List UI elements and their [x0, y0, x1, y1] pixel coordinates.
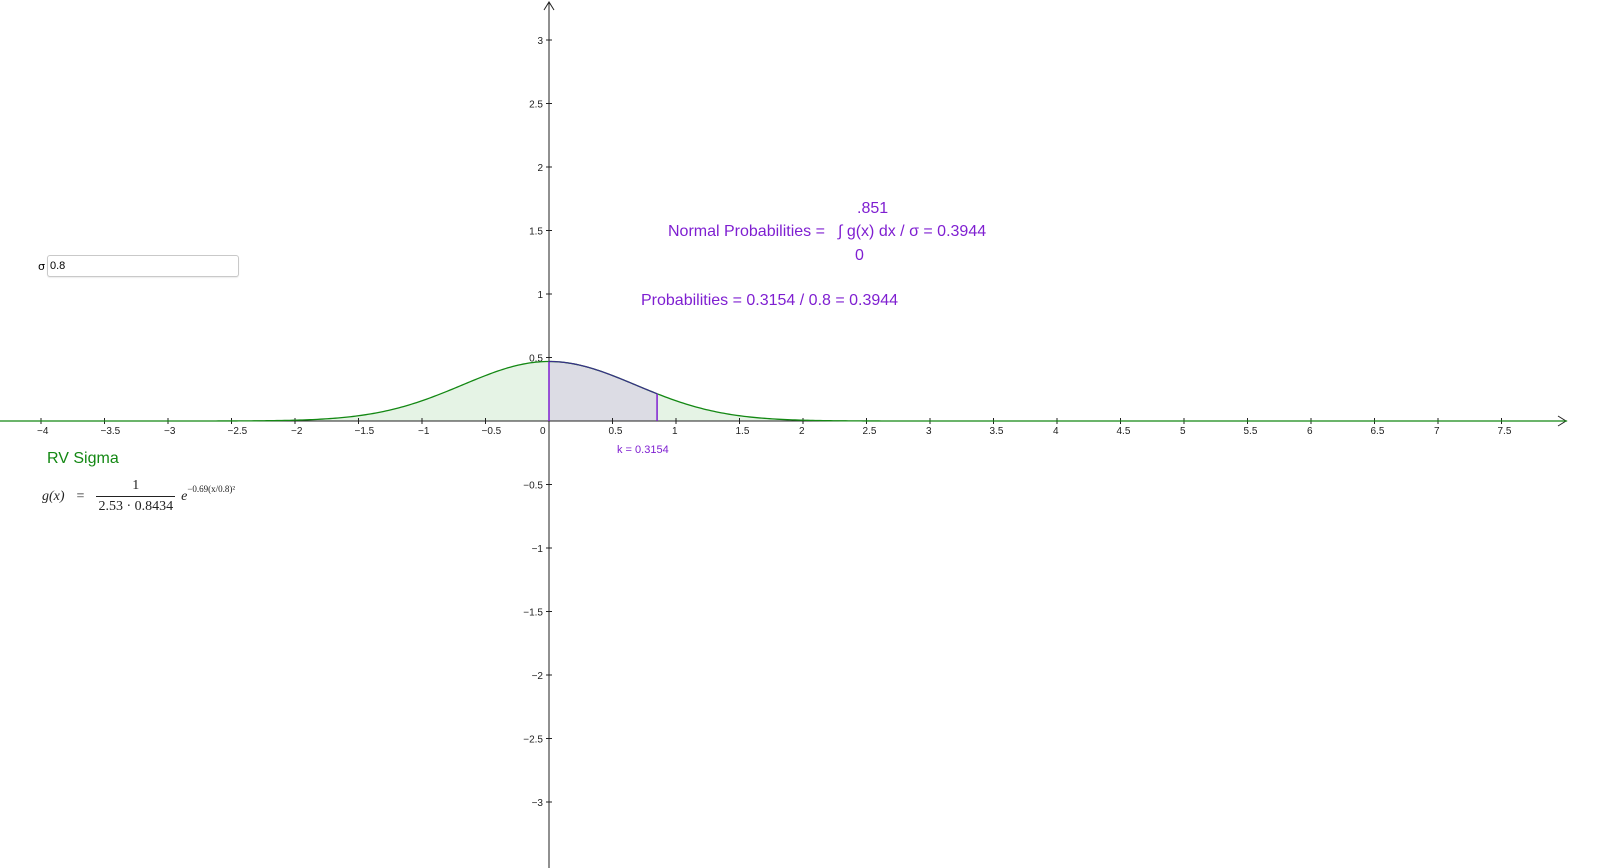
y-tick-label: −2 [532, 671, 544, 682]
x-tick-label: 2.5 [863, 426, 877, 437]
x-tick-label: 6 [1307, 426, 1313, 437]
integral-lower-bound: 0 [855, 247, 864, 264]
x-tick-label: 0.5 [609, 426, 623, 437]
formula-exponent: −0.69(x/0.8)² [187, 483, 236, 494]
x-tick-label: −2 [291, 426, 303, 437]
x-tick-label: 1 [672, 426, 678, 437]
integral-shaded-region [549, 361, 658, 421]
x-tick-label: 7.5 [1498, 426, 1512, 437]
y-tick-label: 2 [537, 163, 543, 174]
x-tick-label: 3.5 [990, 426, 1004, 437]
curve-area-fill [0, 361, 1568, 421]
x-tick-label: 4 [1053, 426, 1059, 437]
y-tick-label: 1 [537, 290, 543, 301]
y-tick-label: −1 [532, 544, 544, 555]
x-tick-label: −3.5 [101, 426, 121, 437]
sigma-input-box: σ [38, 255, 239, 277]
x-tick-label: −3 [164, 426, 176, 437]
x-tick-label: 7 [1434, 426, 1440, 437]
density-formula: g(x) = 1 2.53 · 0.8434 e −0.69(x/0.8)² [42, 478, 235, 515]
formula-fraction: 1 2.53 · 0.8434 [96, 478, 176, 515]
integral-upper-bound: .851 [857, 200, 889, 217]
x-tick-label: −4 [37, 426, 49, 437]
x-tick-label: 6.5 [1371, 426, 1385, 437]
y-tick-label: 0.5 [529, 354, 543, 365]
x-tick-label: −2.5 [228, 426, 248, 437]
shade-top-edge [548, 360, 658, 395]
x-tick-label: 5.5 [1244, 426, 1258, 437]
y-axis-arrow [543, 1, 555, 11]
formula-equals: = [76, 488, 85, 504]
y-tick-label: 3 [537, 36, 543, 47]
normal-probabilities-label: Normal Probabilities = [668, 223, 825, 240]
y-tick-label: −2.5 [523, 735, 543, 746]
sigma-label: σ [38, 259, 45, 273]
x-tick-label: 0 [540, 426, 546, 437]
y-tick-label: −0.5 [523, 481, 543, 492]
formula-denominator: 2.53 · 0.8434 [96, 496, 176, 515]
x-tick-label: 4.5 [1117, 426, 1131, 437]
x-tick-label: −0.5 [482, 426, 502, 437]
x-tick-label: 3 [926, 426, 932, 437]
y-tick-label: −3 [532, 798, 544, 809]
x-tick-label: −1 [418, 426, 430, 437]
x-tick-label: −1.5 [355, 426, 375, 437]
rv-sigma-title: RV Sigma [47, 450, 119, 467]
x-tick-label: 1.5 [736, 426, 750, 437]
probabilities-text: Probabilities = 0.3154 / 0.8 = 0.3944 [641, 292, 899, 309]
y-tick-label: −1.5 [523, 608, 543, 619]
density-curve [0, 360, 1568, 422]
sigma-input[interactable] [46, 255, 239, 277]
integral-expression: ∫ g(x) dx / σ = 0.3944 [838, 223, 987, 240]
formula-base: e [181, 488, 188, 504]
formula-lhs: g(x) [42, 488, 65, 504]
k-value-label: k = 0.3154 [617, 444, 669, 456]
y-tick-label: 2.5 [529, 100, 543, 111]
x-tick-label: 2 [799, 426, 805, 437]
x-tick-label: 5 [1180, 426, 1186, 437]
y-tick-label: 1.5 [529, 227, 543, 238]
formula-numerator: 1 [132, 478, 140, 493]
